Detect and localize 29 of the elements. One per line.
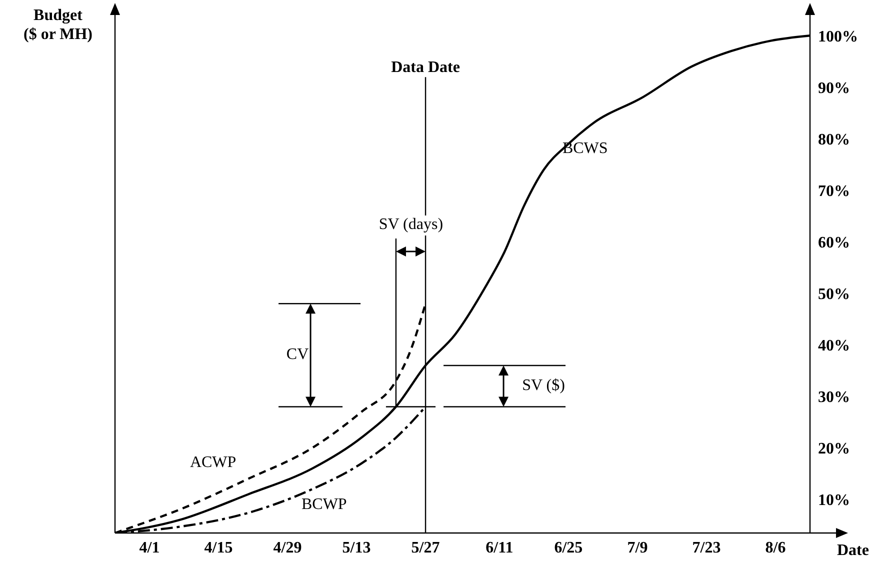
y-tick-label: 40% — [818, 338, 850, 355]
annotation: CV — [286, 346, 310, 363]
x-tick-label: 4/29 — [273, 539, 302, 556]
x-tick-label: 5/27 — [411, 539, 440, 556]
x-tick-label: 4/15 — [204, 539, 233, 556]
y-tick-label: 30% — [818, 389, 850, 406]
y-tick-label: 100% — [818, 28, 858, 46]
x-axis-title: Date — [837, 542, 869, 559]
y-tick-label: 70% — [818, 182, 850, 200]
y-tick-label: 50% — [818, 286, 850, 304]
series-label: BCWS — [562, 140, 608, 158]
y-tick-label: 60% — [818, 234, 850, 252]
x-tick-label: 6/25 — [554, 539, 583, 556]
x-tick-label: 4/1 — [139, 539, 160, 556]
x-tick-label: 7/9 — [627, 539, 648, 556]
x-tick-label: 8/6 — [765, 539, 786, 556]
annotation: SV ($) — [522, 376, 565, 394]
series-label: ACWP — [190, 454, 236, 471]
y-tick-label: 90% — [818, 80, 850, 97]
annotation: SV (days) — [378, 216, 444, 234]
series-label: BCWP — [301, 496, 347, 514]
y-axis-title: Budget ($ or MH) — [23, 7, 93, 43]
x-tick-label: 7/23 — [692, 539, 721, 556]
x-tick-label: 6/11 — [486, 539, 514, 556]
x-tick-label: 5/13 — [342, 539, 371, 556]
y-tick-label: 80% — [818, 131, 850, 148]
ref-line-label: Data Date — [391, 59, 460, 76]
y-tick-label: 20% — [818, 440, 850, 458]
y-tick-label: 10% — [818, 492, 850, 510]
